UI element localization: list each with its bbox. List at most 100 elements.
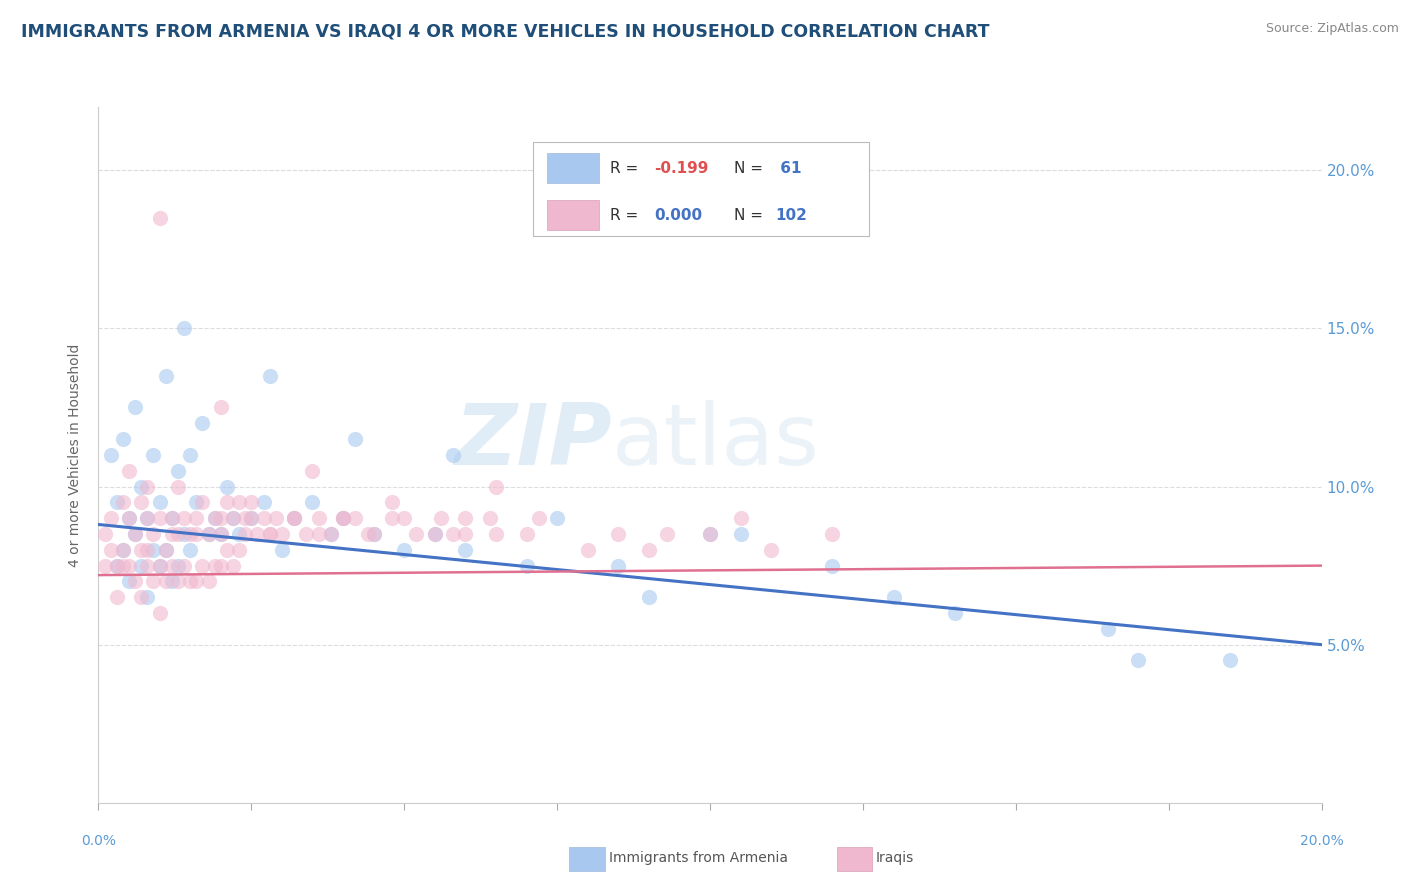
Point	[124, 527, 146, 541]
Text: 0.0%: 0.0%	[82, 834, 115, 848]
Point	[197, 527, 219, 541]
Point	[129, 542, 152, 557]
Point	[259, 527, 281, 541]
Point	[136, 558, 159, 573]
Point	[167, 464, 190, 478]
Point	[332, 511, 354, 525]
Text: 102: 102	[775, 208, 807, 223]
Point	[699, 527, 721, 541]
Point	[392, 542, 416, 557]
Point	[105, 591, 128, 605]
Point	[160, 511, 183, 525]
Point	[186, 511, 208, 525]
Point	[173, 527, 195, 541]
Point	[381, 495, 404, 509]
Point	[173, 511, 195, 525]
Point	[105, 558, 128, 573]
Point	[105, 558, 128, 573]
Point	[118, 558, 141, 573]
Point	[233, 527, 256, 541]
Point	[1128, 653, 1150, 667]
Point	[142, 574, 165, 589]
Point	[160, 558, 183, 573]
Point	[209, 511, 232, 525]
Point	[118, 511, 141, 525]
Point	[111, 495, 134, 509]
Text: IMMIGRANTS FROM ARMENIA VS IRAQI 4 OR MORE VEHICLES IN HOUSEHOLD CORRELATION CHA: IMMIGRANTS FROM ARMENIA VS IRAQI 4 OR MO…	[21, 22, 990, 40]
Point	[93, 558, 115, 573]
Point	[160, 511, 183, 525]
Point	[730, 511, 752, 525]
Point	[264, 511, 287, 525]
FancyBboxPatch shape	[547, 200, 599, 230]
Point	[252, 511, 274, 525]
Point	[240, 495, 263, 509]
Point	[215, 495, 238, 509]
Point	[222, 511, 245, 525]
Point	[332, 511, 354, 525]
Point	[149, 558, 172, 573]
Point	[100, 448, 122, 462]
Point	[149, 495, 172, 509]
Point	[142, 527, 165, 541]
Point	[129, 558, 152, 573]
Point	[129, 479, 152, 493]
Point	[607, 558, 630, 573]
Point	[160, 527, 183, 541]
Point	[546, 511, 568, 525]
Point	[209, 527, 232, 541]
Point	[228, 542, 250, 557]
Point	[197, 574, 219, 589]
Point	[179, 574, 201, 589]
Text: 61: 61	[775, 161, 801, 176]
Point	[149, 606, 172, 620]
Point	[392, 511, 416, 525]
Point	[186, 527, 208, 541]
Text: atlas: atlas	[612, 400, 820, 483]
Text: -0.199: -0.199	[654, 161, 709, 176]
Point	[943, 606, 966, 620]
Point	[516, 527, 538, 541]
Point	[129, 495, 152, 509]
Point	[283, 511, 305, 525]
Text: R =: R =	[610, 208, 643, 223]
Text: Iraqis: Iraqis	[876, 851, 914, 865]
Point	[228, 495, 250, 509]
Point	[821, 527, 844, 541]
Point	[259, 527, 281, 541]
Point	[93, 527, 115, 541]
Point	[761, 542, 783, 557]
Point	[105, 495, 128, 509]
Point	[155, 542, 177, 557]
Point	[283, 511, 305, 525]
Point	[167, 479, 190, 493]
Point	[209, 527, 232, 541]
Point	[111, 558, 134, 573]
Point	[167, 558, 190, 573]
Point	[478, 511, 501, 525]
Point	[155, 542, 177, 557]
Point	[136, 511, 159, 525]
Point	[657, 527, 679, 541]
Point	[821, 558, 844, 573]
Point	[124, 527, 146, 541]
Text: Source: ZipAtlas.com: Source: ZipAtlas.com	[1265, 22, 1399, 36]
Point	[118, 511, 141, 525]
Point	[301, 495, 323, 509]
Point	[485, 479, 508, 493]
Point	[344, 432, 367, 446]
Point	[136, 479, 159, 493]
Point	[136, 542, 159, 557]
Point	[356, 527, 378, 541]
Point	[240, 511, 263, 525]
Text: 0.000: 0.000	[654, 208, 702, 223]
Point	[186, 574, 208, 589]
Point	[233, 511, 256, 525]
Point	[142, 448, 165, 462]
Point	[209, 558, 232, 573]
Point	[319, 527, 342, 541]
Point	[259, 368, 281, 383]
Point	[607, 527, 630, 541]
Point	[124, 401, 146, 415]
Point	[730, 527, 752, 541]
